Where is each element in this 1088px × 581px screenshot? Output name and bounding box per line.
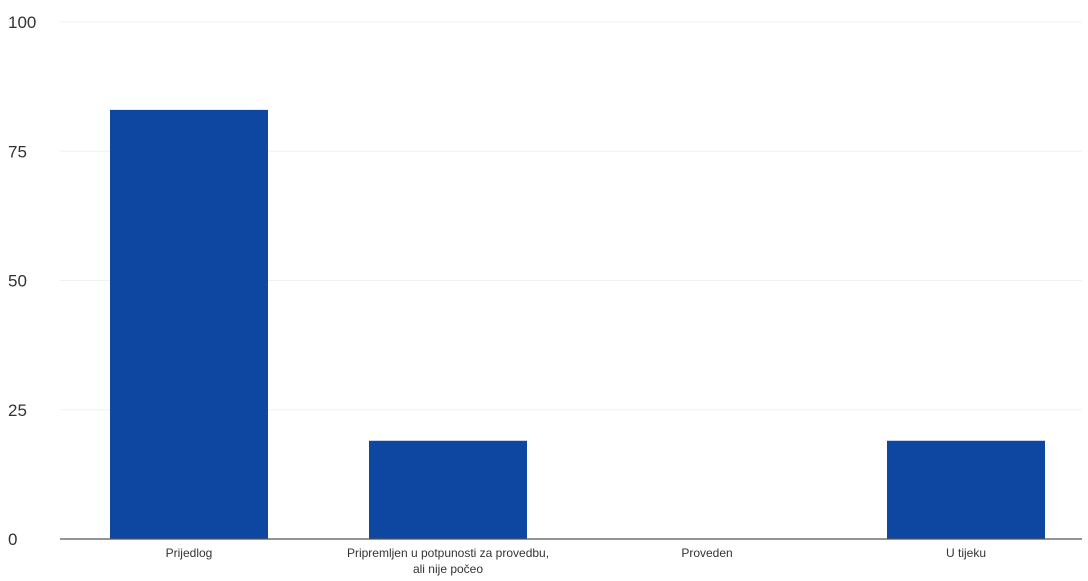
y-tick-label: 100 [8, 13, 36, 32]
x-category-label-line: Pripremljen u potpunosti za provedbu, [347, 546, 549, 560]
x-category-label: Prijedlog [166, 546, 213, 560]
y-tick-label: 25 [8, 401, 27, 420]
x-category-label-line: ali nije počeo [413, 562, 483, 576]
y-tick-label: 50 [8, 272, 27, 291]
bars [110, 109, 1045, 539]
x-category-label: U tijeku [946, 546, 986, 560]
bar [887, 440, 1045, 539]
y-tick-label: 0 [8, 530, 17, 549]
y-tick-labels: 0 25 50 75 100 [8, 13, 36, 549]
bar [110, 109, 268, 539]
x-category-label-line: U tijeku [946, 546, 986, 560]
x-category-label: Proveden [681, 546, 732, 560]
x-category-labels: Prijedlog Pripremljen u potpunosti za pro… [166, 546, 986, 576]
x-category-label-line: Proveden [681, 546, 732, 560]
x-category-label: Pripremljen u potpunosti za provedbu, ali… [347, 546, 549, 576]
bar [369, 440, 527, 539]
x-category-label-line: Prijedlog [166, 546, 213, 560]
y-tick-label: 75 [8, 142, 27, 161]
